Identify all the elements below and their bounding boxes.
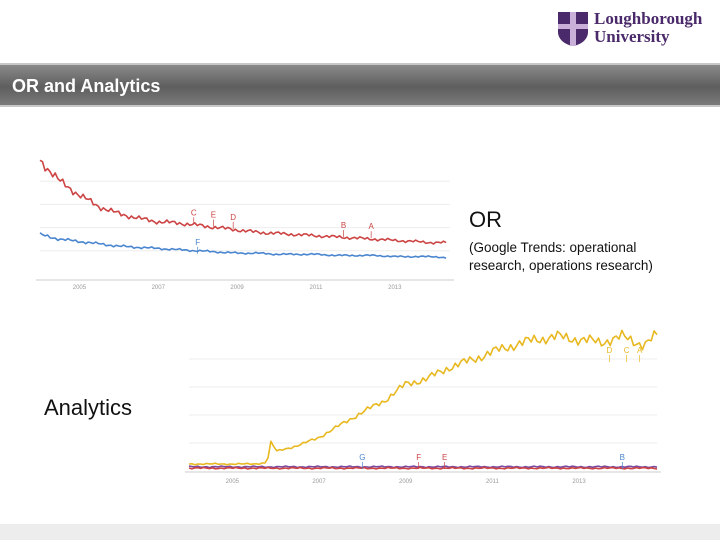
series-line xyxy=(39,159,447,245)
series-line xyxy=(39,232,447,259)
university-logo: Loughborough University xyxy=(558,10,708,50)
annotation-label: B xyxy=(341,221,346,230)
annotation-label: G xyxy=(359,453,365,462)
annotation-label: D xyxy=(606,346,612,355)
annotation-label: C xyxy=(191,208,197,217)
x-tick-label: 2009 xyxy=(399,479,413,485)
x-tick-label: 2011 xyxy=(310,285,324,291)
annotation-label: E xyxy=(211,211,216,220)
x-tick-label: 2007 xyxy=(152,285,166,291)
annotation-label: E xyxy=(442,453,447,462)
x-tick-label: 2005 xyxy=(73,285,87,291)
analytics-label: Analytics xyxy=(44,395,133,420)
x-tick-label: 2013 xyxy=(388,285,402,291)
x-tick-label: 2013 xyxy=(572,479,586,485)
or-label: OR xyxy=(469,207,502,232)
x-tick-label: 2009 xyxy=(230,285,244,291)
logo-wordmark: Loughborough University xyxy=(594,10,702,46)
slide-title: OR and Analytics xyxy=(12,76,161,96)
analytics-trends-chart: 2005 2007 2009 2011 2013 G F E B D C A xyxy=(185,329,661,485)
series-line xyxy=(188,329,658,466)
footer-strip xyxy=(0,524,720,540)
or-description: (Google Trends: operational research, op… xyxy=(469,240,653,273)
annotation-label: C xyxy=(624,346,630,355)
or-trends-chart: 2005 2007 2009 2011 2013 C E D B A F xyxy=(36,159,454,291)
annotation-label: B xyxy=(620,453,625,462)
annotation-label: A xyxy=(637,346,643,355)
logo-line-2: University xyxy=(594,27,670,46)
shield-icon xyxy=(558,12,588,46)
annotation-label: A xyxy=(368,222,374,231)
annotation-label: D xyxy=(230,213,236,222)
annotation-label: F xyxy=(416,453,421,462)
slide-title-bar: OR and Analytics xyxy=(0,63,720,107)
x-tick-label: 2005 xyxy=(226,479,240,485)
annotation-label: F xyxy=(195,238,200,247)
x-tick-label: 2007 xyxy=(312,479,326,485)
series-line xyxy=(188,466,658,470)
x-tick-label: 2011 xyxy=(486,479,500,485)
logo-line-1: Loughborough xyxy=(594,9,703,28)
